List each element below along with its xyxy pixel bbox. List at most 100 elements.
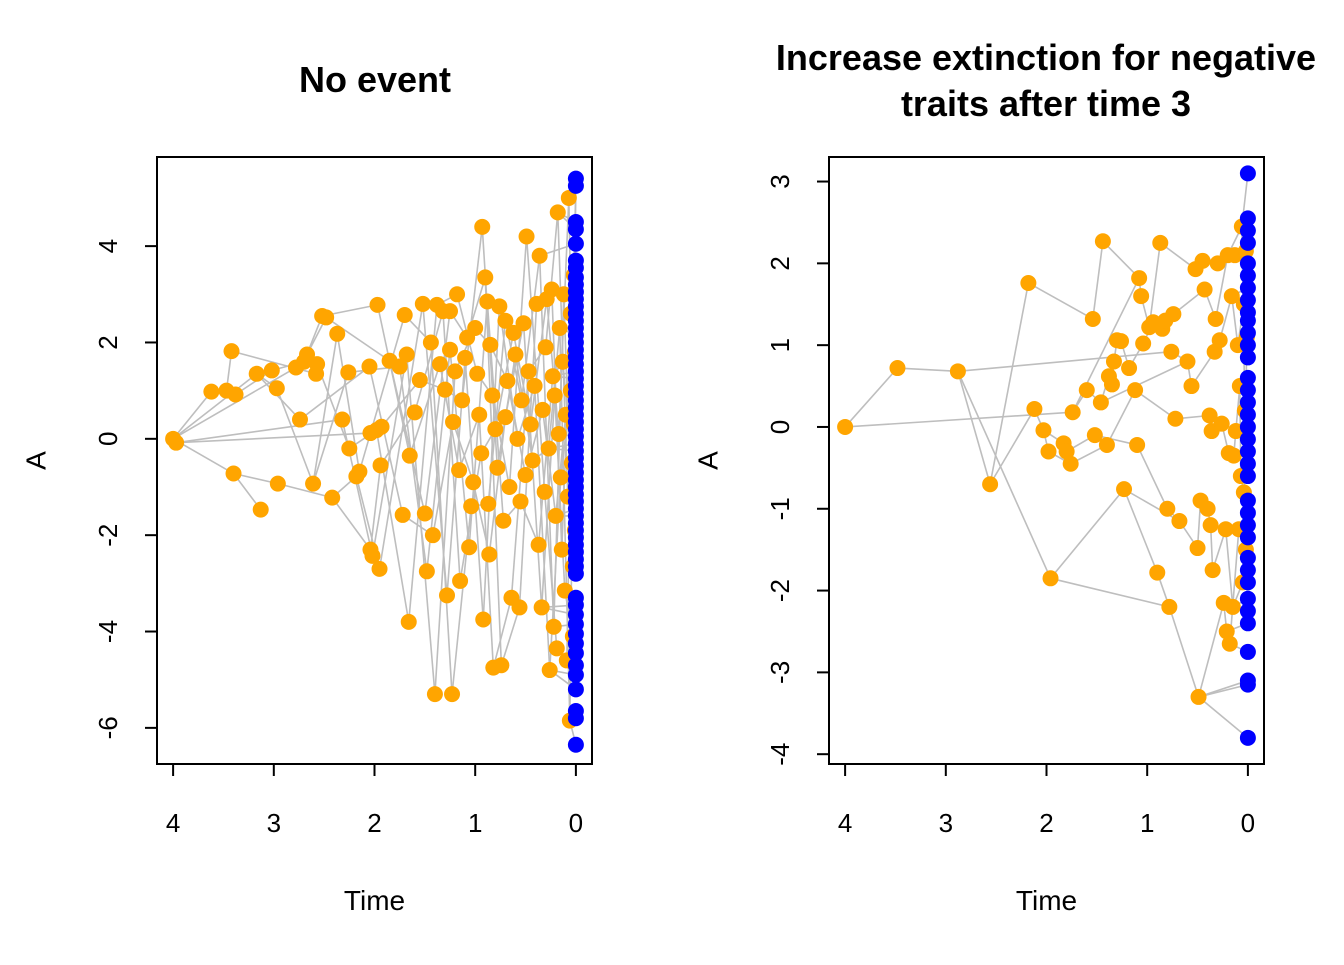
tip-point — [567, 666, 584, 683]
panel-1: No event 4 3 2 1 0 -6 -4 -2 0 2 4 Time A — [21, 59, 593, 916]
node-point — [1199, 500, 1216, 517]
tip-point — [567, 221, 584, 238]
tip-point — [567, 681, 584, 698]
node-point — [1189, 540, 1206, 557]
node-point — [461, 539, 478, 556]
branch-line — [1049, 488, 1125, 579]
node-point — [1121, 360, 1138, 377]
node-point — [1092, 394, 1109, 411]
branch-line — [1197, 602, 1225, 698]
node-point — [361, 358, 378, 375]
node-point — [1225, 447, 1242, 464]
node-point — [512, 493, 529, 510]
node-point — [424, 527, 441, 544]
chart-title-line: No event — [299, 59, 451, 100]
node-point — [541, 662, 558, 679]
tip-point — [567, 177, 584, 194]
tip-point — [1239, 729, 1256, 746]
node-point — [513, 392, 530, 409]
branch-line — [430, 342, 453, 695]
node-point — [1218, 623, 1235, 640]
branch-line — [325, 316, 391, 362]
branch-line — [172, 373, 258, 440]
node-point — [1207, 310, 1224, 327]
branch-line — [1050, 577, 1170, 608]
node-point — [531, 247, 548, 264]
node-point — [394, 506, 411, 523]
node-point — [1163, 343, 1180, 360]
y-tick-label: 0 — [93, 432, 123, 446]
node-point — [555, 286, 572, 303]
node-point — [452, 572, 469, 589]
node-point — [507, 346, 524, 363]
node-point — [442, 303, 459, 320]
node-point — [1159, 500, 1176, 517]
y-tick-label: 4 — [93, 239, 123, 253]
node-point — [547, 507, 564, 524]
tip-point — [1239, 603, 1256, 620]
branch-line — [1148, 242, 1162, 328]
branch-line — [458, 414, 480, 471]
node-point — [1183, 378, 1200, 395]
tip-point — [1239, 431, 1256, 448]
node-point — [454, 392, 471, 409]
node-point — [1062, 455, 1079, 472]
branch-line — [989, 282, 1030, 485]
node-point — [263, 362, 280, 379]
node-point — [341, 440, 358, 457]
node-point — [396, 307, 413, 324]
x-tick-label: 0 — [1241, 808, 1255, 838]
node-point — [269, 475, 286, 492]
node-point — [1204, 562, 1221, 579]
tip-point — [1239, 418, 1256, 435]
y-tick-label: 0 — [765, 420, 795, 434]
node-point — [426, 686, 443, 703]
node-point — [324, 489, 341, 506]
x-tick-label: 3 — [267, 808, 281, 838]
node-point — [554, 353, 571, 370]
node-point — [465, 474, 482, 491]
node-point — [474, 218, 491, 235]
node-point — [837, 418, 854, 435]
branch-line — [452, 421, 474, 483]
x-tick-label: 4 — [838, 808, 852, 838]
branch-line — [1136, 444, 1169, 510]
node-point — [1058, 443, 1075, 460]
node-point — [495, 512, 512, 529]
tip-point — [567, 235, 584, 252]
node-point — [372, 457, 389, 474]
node-point — [1179, 353, 1196, 370]
node-point — [505, 324, 522, 341]
branch-line — [388, 360, 426, 514]
chart-title-line: traits after time 3 — [901, 83, 1191, 124]
branch-line — [957, 371, 1052, 579]
node-point — [227, 386, 244, 403]
node-point — [491, 298, 508, 315]
node-point — [1078, 382, 1095, 399]
node-point — [400, 613, 417, 630]
branch-line — [378, 303, 424, 570]
tip-point — [1239, 349, 1256, 366]
node-point — [475, 611, 492, 628]
node-point — [463, 498, 480, 515]
branch-line — [414, 310, 444, 413]
node-point — [299, 346, 316, 363]
node-point — [481, 546, 498, 563]
x-axis-label: Time — [1016, 885, 1077, 916]
node-point — [1103, 376, 1120, 393]
node-point — [477, 269, 494, 286]
tip-point — [1239, 517, 1256, 534]
branch-line — [176, 432, 371, 444]
node-point — [518, 228, 535, 245]
tip-points — [567, 170, 584, 753]
tip-point — [1239, 574, 1256, 591]
x-tick-label: 4 — [166, 808, 180, 838]
node-point — [1094, 233, 1111, 250]
y-tick-label: 2 — [93, 335, 123, 349]
node-point — [416, 505, 433, 522]
y-tick-label: -4 — [765, 743, 795, 766]
branch-line — [1102, 240, 1140, 279]
node-point — [1224, 598, 1241, 615]
node-point — [305, 475, 322, 492]
